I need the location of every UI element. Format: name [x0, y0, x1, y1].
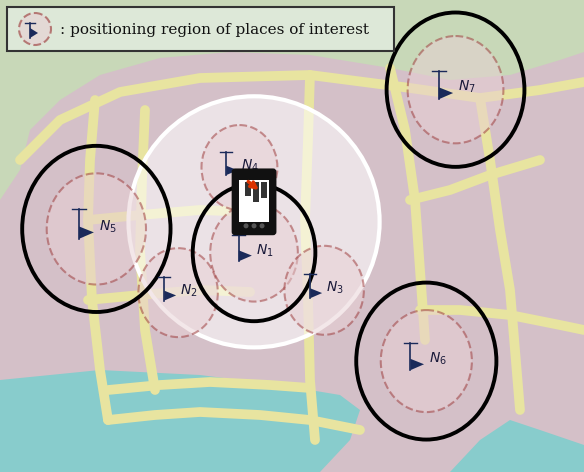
Ellipse shape — [47, 173, 146, 285]
Text: $N_{6}$: $N_{6}$ — [429, 351, 447, 367]
Polygon shape — [439, 87, 453, 99]
Polygon shape — [310, 288, 322, 298]
FancyBboxPatch shape — [233, 170, 275, 234]
Text: $N_{1}$: $N_{1}$ — [256, 242, 274, 259]
Polygon shape — [226, 166, 238, 175]
Ellipse shape — [284, 246, 364, 335]
Polygon shape — [79, 227, 94, 239]
FancyBboxPatch shape — [239, 180, 269, 222]
Circle shape — [259, 223, 265, 228]
Polygon shape — [450, 420, 584, 472]
Polygon shape — [411, 359, 424, 370]
Bar — [245, 182, 251, 196]
Bar — [253, 182, 259, 202]
Polygon shape — [30, 28, 38, 38]
Ellipse shape — [408, 36, 503, 143]
Ellipse shape — [138, 248, 218, 337]
Polygon shape — [0, 370, 360, 472]
Ellipse shape — [381, 310, 472, 412]
Polygon shape — [164, 291, 176, 301]
Text: $N_{4}$: $N_{4}$ — [241, 158, 259, 174]
FancyBboxPatch shape — [7, 7, 394, 51]
Circle shape — [252, 223, 256, 228]
Circle shape — [244, 223, 249, 228]
Bar — [261, 182, 267, 198]
Ellipse shape — [201, 125, 277, 210]
Polygon shape — [239, 250, 252, 261]
Ellipse shape — [210, 203, 298, 302]
Text: $N_{5}$: $N_{5}$ — [99, 218, 117, 235]
Text: $N_{2}$: $N_{2}$ — [180, 282, 198, 299]
Circle shape — [128, 96, 380, 347]
Text: $N_{7}$: $N_{7}$ — [458, 79, 476, 95]
Text: : positioning region of places of interest: : positioning region of places of intere… — [60, 23, 369, 37]
Polygon shape — [0, 0, 584, 200]
Text: $N_{3}$: $N_{3}$ — [326, 280, 344, 296]
Circle shape — [19, 13, 51, 45]
